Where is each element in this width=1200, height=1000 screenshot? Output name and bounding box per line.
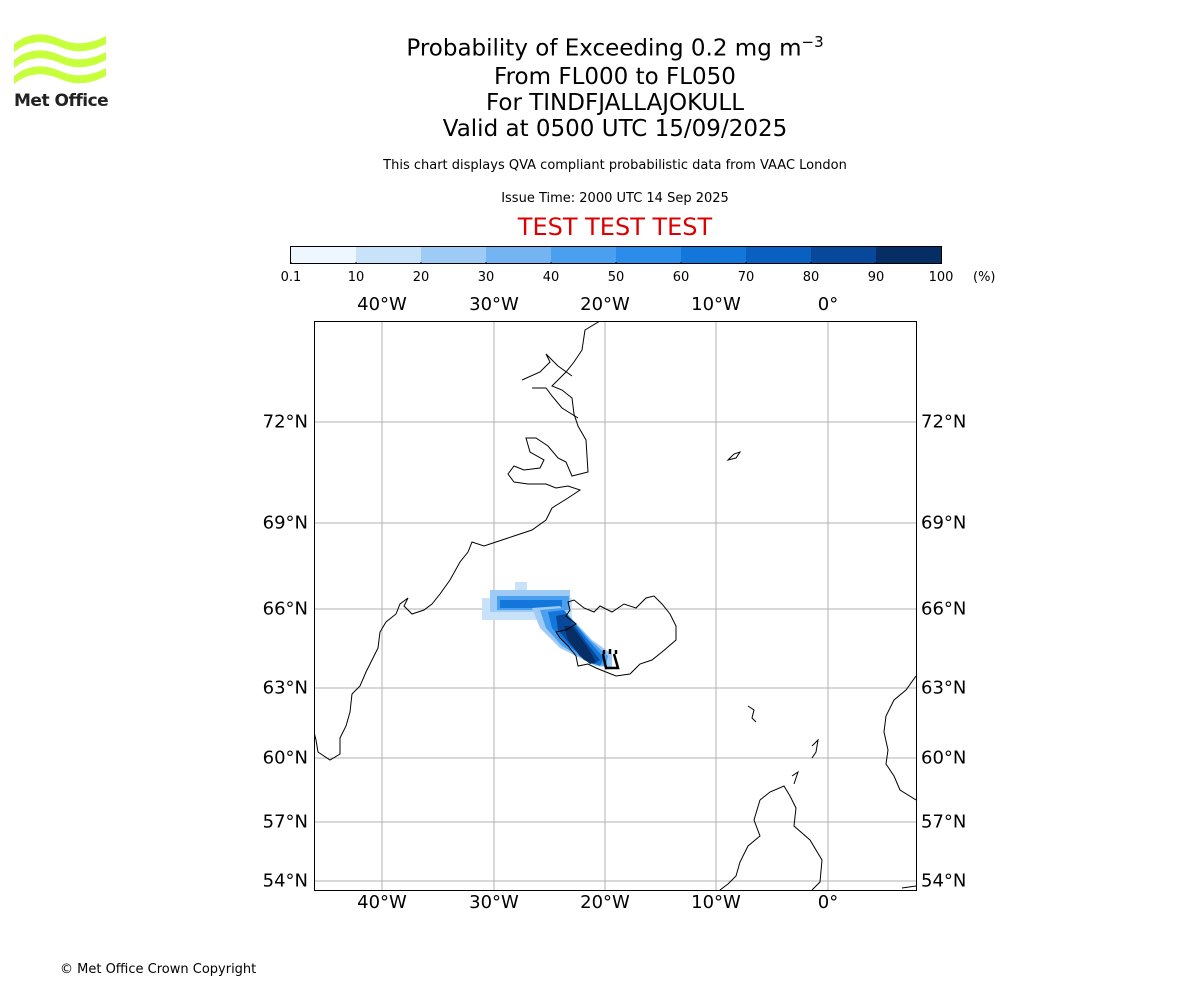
valid-time: Valid at 0500 UTC 15/09/2025 [442,116,788,142]
lon-label-bottom: 20°W [580,892,630,913]
norway-coast [883,675,916,801]
lat-label-right: 63°N [921,677,967,699]
lon-label-top: 40°W [357,294,407,315]
issue-time: Issue Time: 2000 UTC 14 Sep 2025 [501,191,729,206]
colorbar-tick-label: 70 [737,270,755,285]
orkney-coast [791,770,799,785]
lon-label-top: 10°W [691,294,741,315]
colorbar-segment [551,247,616,263]
colorbar-tick-label: 90 [867,270,885,285]
lon-label-bottom: 0° [817,892,839,913]
lat-label-left: 63°N [262,677,308,699]
met-office-logo-text: Met Office [14,91,109,111]
colorbar [290,246,942,264]
colorbar-segment [356,247,421,263]
colorbar-tick-label: 30 [477,270,495,285]
lat-label-left: 66°N [262,598,308,620]
map-frame [314,321,917,891]
colorbar-tick-label: 0.1 [280,270,302,285]
colorbar-tick-label: 60 [672,270,690,285]
copyright-notice: © Met Office Crown Copyright [60,962,257,977]
lon-label-top: 0° [817,294,839,315]
ash-plume [482,582,612,668]
lon-label-bottom: 10°W [691,892,741,913]
lon-label-bottom: 30°W [469,892,519,913]
lat-label-right: 57°N [921,811,967,833]
lat-label-right: 72°N [921,411,967,433]
lat-label-right: 69°N [921,512,967,534]
lat-label-right: 54°N [921,870,967,892]
lon-label-bottom: 40°W [357,892,407,913]
colorbar-segment [421,247,486,263]
jan-mayen-coast [726,451,742,461]
lat-label-right: 60°N [921,747,967,769]
colorbar-segment [811,247,876,263]
colorbar-segment [876,247,941,263]
met-office-logo-icon [14,34,106,84]
colorbar-tick-label: 100 [928,270,954,285]
lat-label-left: 60°N [262,747,308,769]
graticule [314,321,916,890]
lon-label-top: 30°W [469,294,519,315]
chart-title-exponent: −3 [801,33,824,51]
colorbar-tick-label: 10 [347,270,365,285]
lat-label-right: 66°N [921,598,967,620]
colorbar-tick-label: 20 [412,270,430,285]
chart-title-prefix: Probability of Exceeding 0.2 mg m [406,35,802,62]
subtitle: This chart displays QVA compliant probab… [383,158,847,173]
colorbar-segment [616,247,681,263]
volcano-icon [601,649,620,670]
colorbar-unit: (%) [973,270,996,285]
scotland-coast [719,785,823,890]
lon-label-top: 20°W [580,294,630,315]
lat-label-left: 69°N [262,512,308,534]
shetland-coast [811,738,819,759]
faroe-islands-coast [747,705,757,723]
colorbar-segment [681,247,746,263]
lat-label-left: 72°N [262,411,308,433]
colorbar-segment [746,247,811,263]
colorbar-tick-label: 40 [542,270,560,285]
chart-title: Probability of Exceeding 0.2 mg m−3 [0,28,1200,63]
colorbar-tick-label: 80 [802,270,820,285]
volcano-name: For TINDFJALLAJOKULL [485,90,745,116]
iceland-coast [555,595,677,677]
lat-label-left: 54°N [262,870,308,892]
lat-label-left: 57°N [262,811,308,833]
colorbar-tick-label: 50 [607,270,625,285]
colorbar-segment [486,247,551,263]
greenland-coast [314,321,601,761]
coastlines [314,321,916,890]
flight-level-range: From FL000 to FL050 [494,64,736,90]
test-banner: TEST TEST TEST [517,213,713,241]
colorbar-segment [291,247,356,263]
